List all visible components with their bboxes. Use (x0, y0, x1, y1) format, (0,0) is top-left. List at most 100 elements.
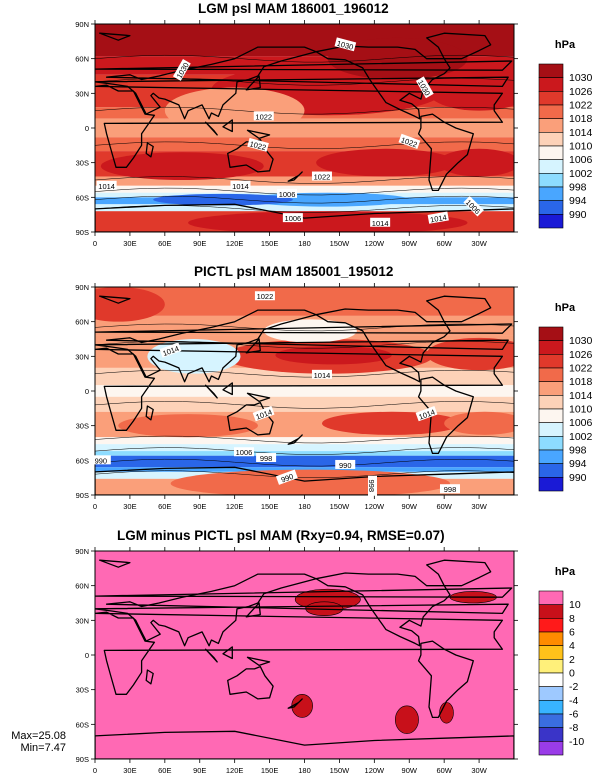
contour-label: 1014 (370, 217, 391, 228)
pressure-cell (153, 193, 293, 206)
stat-min: Min=7.47 (20, 742, 66, 754)
colorbar-swatch (538, 118, 564, 133)
contour-line (95, 401, 514, 409)
contour-label-text: 1006 (285, 214, 302, 223)
pressure-band (95, 385, 514, 397)
colorbar-label: 2 (569, 654, 575, 666)
colorbar-swatch (538, 477, 564, 492)
contour-label-bg (370, 217, 391, 227)
y-tick-label: 90S (76, 228, 89, 237)
coastline (426, 295, 492, 323)
coastline (222, 646, 233, 660)
x-tick-label: 60W (436, 239, 452, 248)
y-tick-label: 30S (76, 159, 89, 168)
pressure-cell (438, 148, 514, 177)
colorbar-swatch (538, 145, 564, 160)
colorbar-swatch (538, 63, 564, 78)
y-tick-label: 0 (85, 651, 89, 660)
map-panel-1 (95, 24, 514, 232)
coastline (145, 142, 154, 158)
colorbar-label: 994 (569, 195, 587, 207)
contour-label: 990 (275, 469, 298, 485)
x-tick-label: 150E (261, 766, 279, 775)
colorbar-label: -6 (569, 709, 578, 721)
x-tick-label: 30W (471, 502, 487, 511)
x-tick-label: 60W (436, 502, 452, 511)
contour-label: 998 (367, 475, 378, 496)
map-panel-2 (95, 287, 514, 495)
contour-label-bg (230, 180, 251, 190)
contour-label-bg (253, 111, 274, 121)
pressure-band (95, 185, 514, 193)
contour-line (95, 470, 514, 478)
x-tick-label: 120W (365, 502, 386, 511)
coastline (95, 60, 513, 71)
x-tick-label: 120E (226, 766, 244, 775)
contour-label-text: 1022 (255, 112, 272, 121)
x-tick-label: 30E (123, 766, 136, 775)
x-tick-label: 60E (158, 502, 171, 511)
contour-label-text: 1022 (314, 173, 331, 182)
colorbar-swatch (538, 659, 564, 674)
colorbar-label: 1022 (569, 100, 593, 112)
y-tick-label: 30N (75, 89, 89, 98)
coastline (95, 46, 509, 120)
colorbar-swatch (538, 686, 564, 701)
contour-label-bg (368, 475, 378, 496)
coastline (246, 392, 271, 403)
contour-label: 1022 (247, 137, 269, 152)
x-tick-label: 120W (365, 239, 386, 248)
contour-label: 1022 (311, 171, 332, 182)
contour-label-text: 990 (280, 472, 295, 485)
contour-line (95, 447, 514, 455)
contour-label-bg (275, 469, 298, 485)
pressure-band (95, 451, 514, 456)
contour-label-text: 1014 (232, 182, 249, 191)
x-tick-label: 120W (365, 766, 386, 775)
colorbar-label: 6 (569, 627, 575, 639)
colorbar-label: 990 (569, 472, 587, 484)
stats-box: Max=25.08 Min=7.47 (0, 730, 66, 754)
pressure-band (95, 287, 514, 316)
x-tick-label: 120E (226, 502, 244, 511)
contour-label-bg (398, 133, 421, 150)
x-tick-label: 90W (402, 766, 418, 775)
colorbar-label: 998 (569, 182, 587, 194)
contour-label: 1014 (427, 211, 449, 225)
coastline (287, 698, 303, 709)
colorbar-label: 1002 (569, 431, 593, 443)
x-tick-label: 30W (471, 239, 487, 248)
colorbar-swatch (538, 645, 564, 660)
colorbar-label: 1018 (569, 376, 593, 388)
colorbar-swatch (538, 77, 564, 92)
x-tick-label: 0 (93, 239, 97, 248)
y-tick-label: 60S (76, 720, 89, 729)
contour-label-bg (415, 76, 434, 99)
coastline (145, 669, 154, 685)
coastline (204, 384, 218, 399)
colorbar-swatch (538, 367, 564, 382)
coastline (245, 602, 261, 618)
pressure-cell (426, 337, 514, 371)
x-tick-label: 30W (471, 766, 487, 775)
coastline (315, 572, 451, 647)
pressure-cell (316, 148, 456, 177)
x-tick-label: 60E (158, 239, 171, 248)
x-tick-label: 150E (261, 502, 279, 511)
pressure-cell (188, 211, 468, 232)
pressure-cell (439, 702, 454, 724)
coastline (287, 434, 303, 445)
contour-line (95, 435, 514, 444)
colorbar-label: 998 (569, 445, 587, 457)
contour-label-bg (282, 213, 303, 223)
colorbar-swatch (538, 408, 564, 423)
pressure-band (95, 437, 514, 445)
contour-label-text: 998 (444, 485, 457, 494)
contour-label-text: 1014 (314, 371, 331, 380)
colorbar-swatch (538, 340, 564, 355)
colorbar-label: 0 (569, 668, 575, 680)
y-tick-label: 30N (75, 352, 89, 361)
colorbar-label: 1014 (569, 127, 593, 139)
coastline (204, 121, 218, 136)
